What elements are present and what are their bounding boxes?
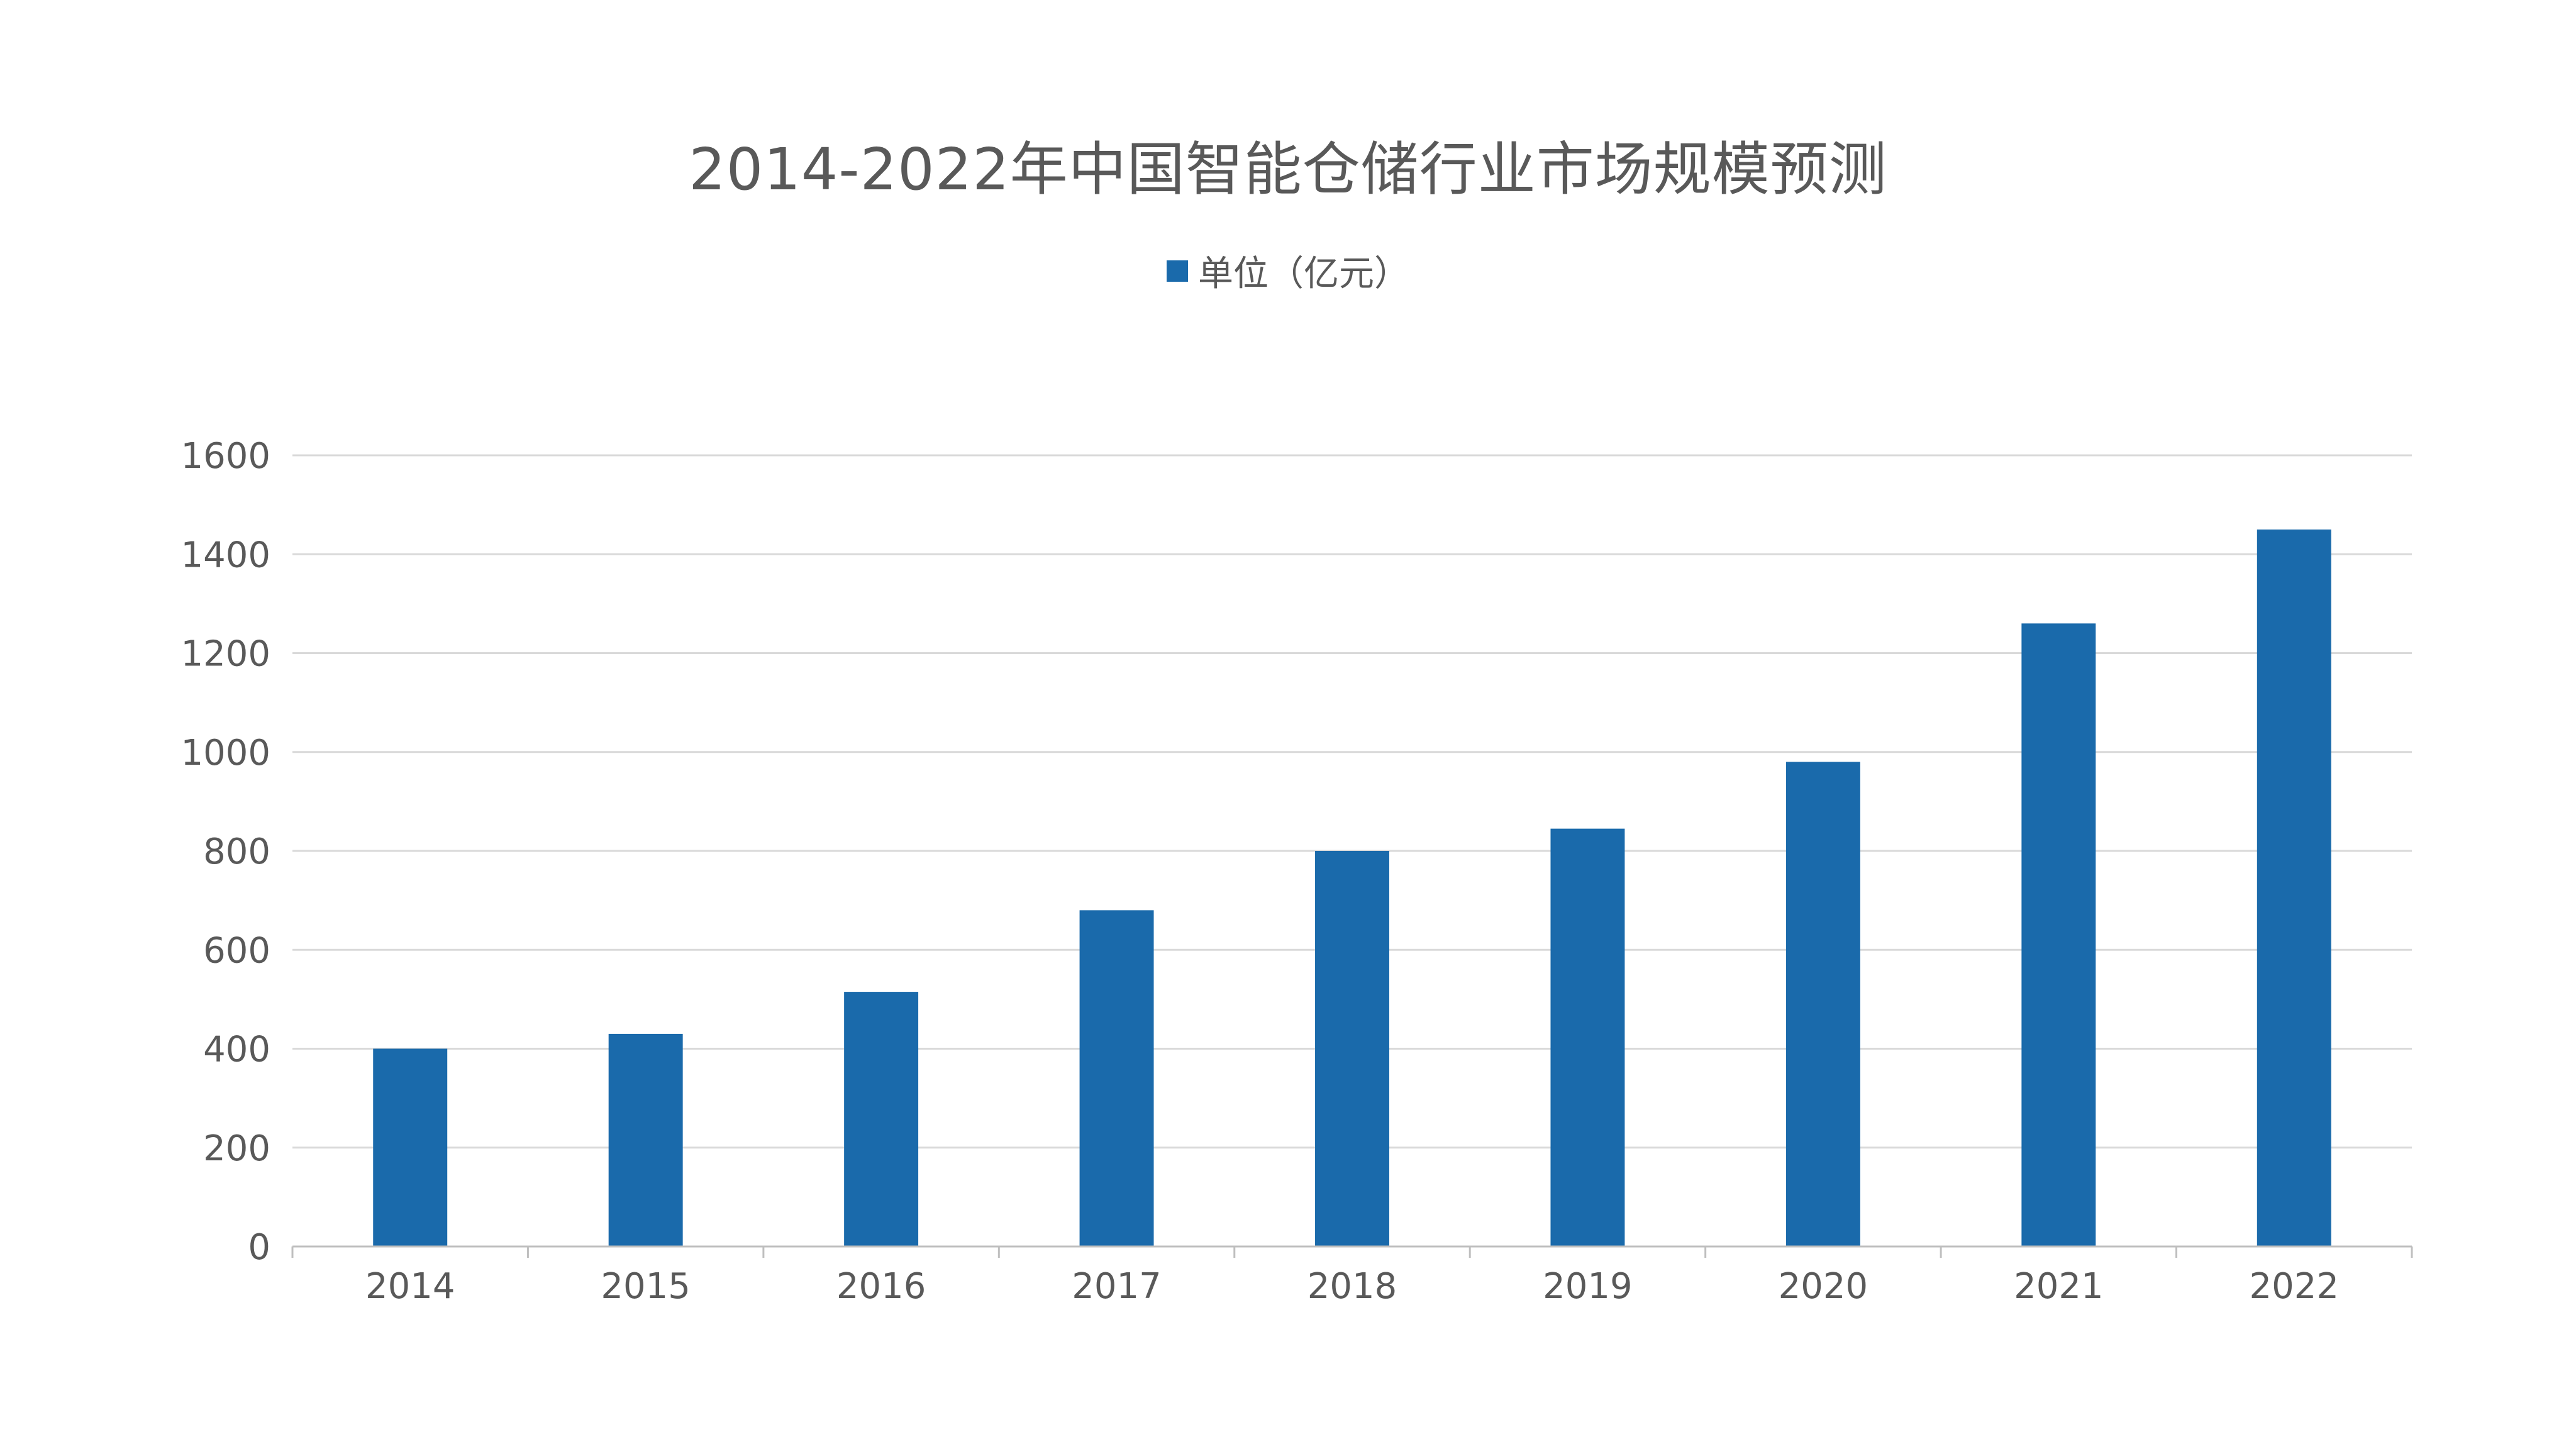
bar-2020: [1785, 762, 1860, 1246]
x-tick-label: 2014: [365, 1266, 455, 1307]
x-tick-label: 2019: [1543, 1266, 1633, 1307]
bar-2019: [1550, 828, 1625, 1246]
y-tick-label: 0: [248, 1227, 270, 1268]
bar-2022: [2257, 529, 2331, 1246]
x-tick-label: 2018: [1307, 1266, 1397, 1307]
y-tick-label: 1600: [180, 436, 270, 477]
y-tick-label: 1400: [180, 535, 270, 575]
y-tick-label: 800: [203, 831, 270, 872]
x-tick-label: 2020: [1779, 1266, 1868, 1307]
x-tick-label: 2017: [1072, 1266, 1162, 1307]
bar-2017: [1079, 910, 1154, 1246]
y-tick-label: 1000: [180, 733, 270, 774]
bar-2014: [373, 1048, 448, 1246]
x-tick-label: 2016: [836, 1266, 926, 1307]
y-tick-label: 600: [203, 930, 270, 971]
bar-2015: [608, 1033, 683, 1246]
chart-title: 2014-2022年中国智能仓储行业市场规模预测: [689, 136, 1887, 203]
bars: [373, 529, 2331, 1246]
bar-2021: [2021, 623, 2096, 1246]
legend-label: 单位（亿元）: [1198, 253, 1409, 294]
x-tick-label: 2015: [601, 1266, 691, 1307]
y-tick-labels: 0 200 400 600 800 1000 1200 1400 1600: [180, 436, 270, 1268]
x-tick-label: 2021: [2014, 1266, 2104, 1307]
y-tick-label: 200: [203, 1128, 270, 1169]
legend: 单位（亿元）: [0, 245, 2576, 296]
bar-2018: [1315, 851, 1389, 1246]
y-tick-label: 400: [203, 1030, 270, 1070]
x-tick-labels: 2014 2015 2016 2017 2018 2019 2020 2021 2022: [365, 1266, 2339, 1307]
x-tick-label: 2022: [2250, 1266, 2340, 1307]
legend-swatch: [1167, 260, 1188, 282]
x-axis: [291, 1245, 2413, 1258]
bar-2016: [844, 992, 919, 1246]
y-tick-label: 1200: [180, 634, 270, 675]
